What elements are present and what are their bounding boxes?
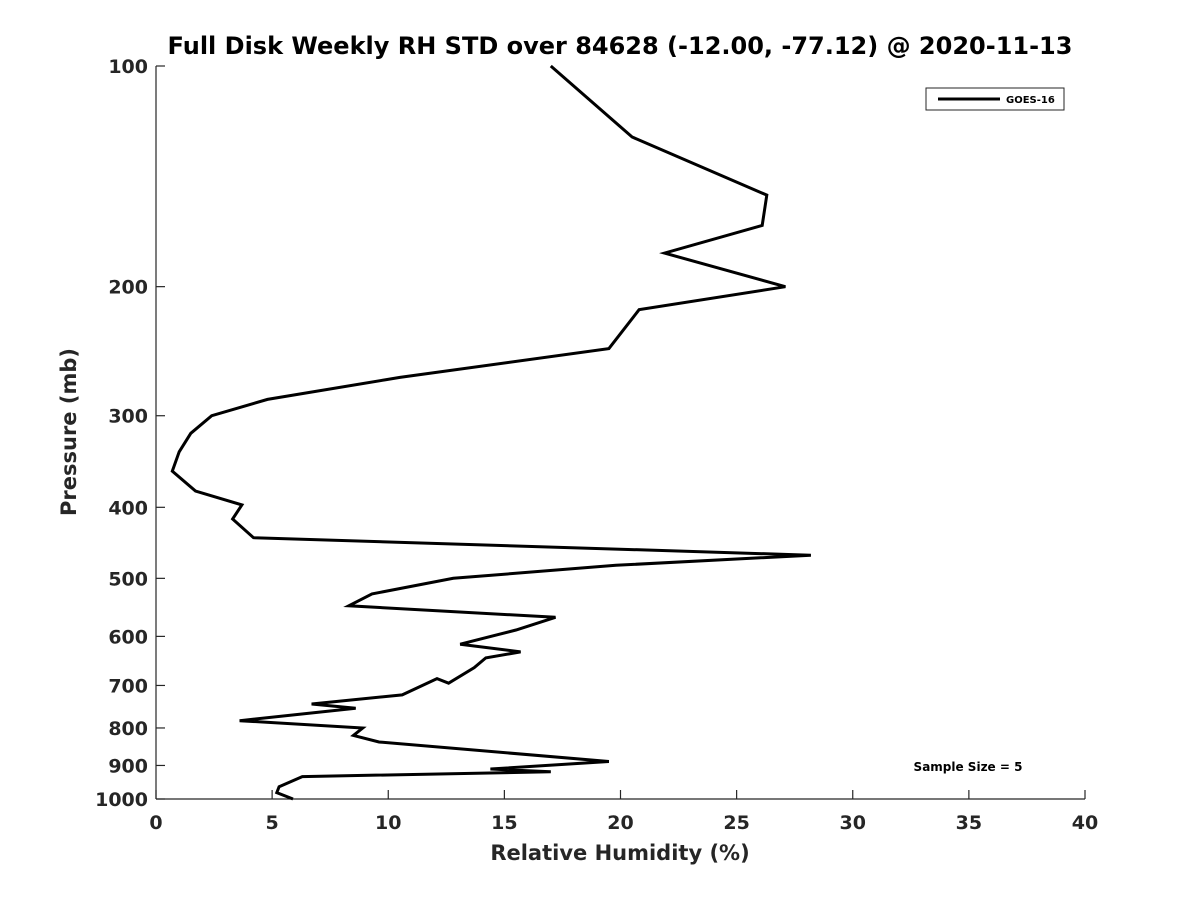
x-tick-label: 25 (723, 812, 749, 834)
x-tick-label: 10 (375, 812, 401, 834)
x-tick-label: 0 (149, 812, 162, 834)
x-tick-label: 15 (491, 812, 517, 834)
y-tick-label: 500 (108, 568, 148, 590)
series-line-goes-16 (170, 64, 811, 801)
y-axis-ticks: 100 200 300 400 500 600 700 800 900 1000 (95, 56, 165, 811)
y-axis-label: Pressure (mb) (57, 348, 81, 516)
legend-label-goes-16: GOES-16 (1006, 95, 1055, 106)
plot-area (155, 66, 1085, 800)
y-tick-label: 800 (108, 718, 148, 740)
y-tick-label: 400 (108, 497, 148, 519)
sample-size-annotation: Sample Size = 5 (914, 760, 1023, 774)
x-tick-label: 40 (1072, 812, 1098, 834)
y-tick-label: 700 (108, 675, 148, 697)
y-tick-label: 900 (108, 755, 148, 777)
y-tick-label: 600 (108, 626, 148, 648)
y-tick-label: 1000 (95, 789, 148, 811)
x-tick-label: 5 (266, 812, 279, 834)
legend: GOES-16 (925, 87, 1065, 111)
series-group (170, 64, 811, 801)
x-axis-label: Relative Humidity (%) (490, 841, 749, 865)
x-tick-label: 30 (840, 812, 866, 834)
x-tick-label: 20 (607, 812, 633, 834)
y-tick-label: 200 (108, 277, 148, 299)
x-axis-ticks: 0 5 10 15 20 25 30 35 40 (149, 790, 1098, 834)
y-tick-label: 100 (108, 56, 148, 78)
y-tick-label: 300 (108, 406, 148, 428)
x-tick-label: 35 (956, 812, 982, 834)
chart-title: Full Disk Weekly RH STD over 84628 (-12.… (168, 32, 1073, 60)
